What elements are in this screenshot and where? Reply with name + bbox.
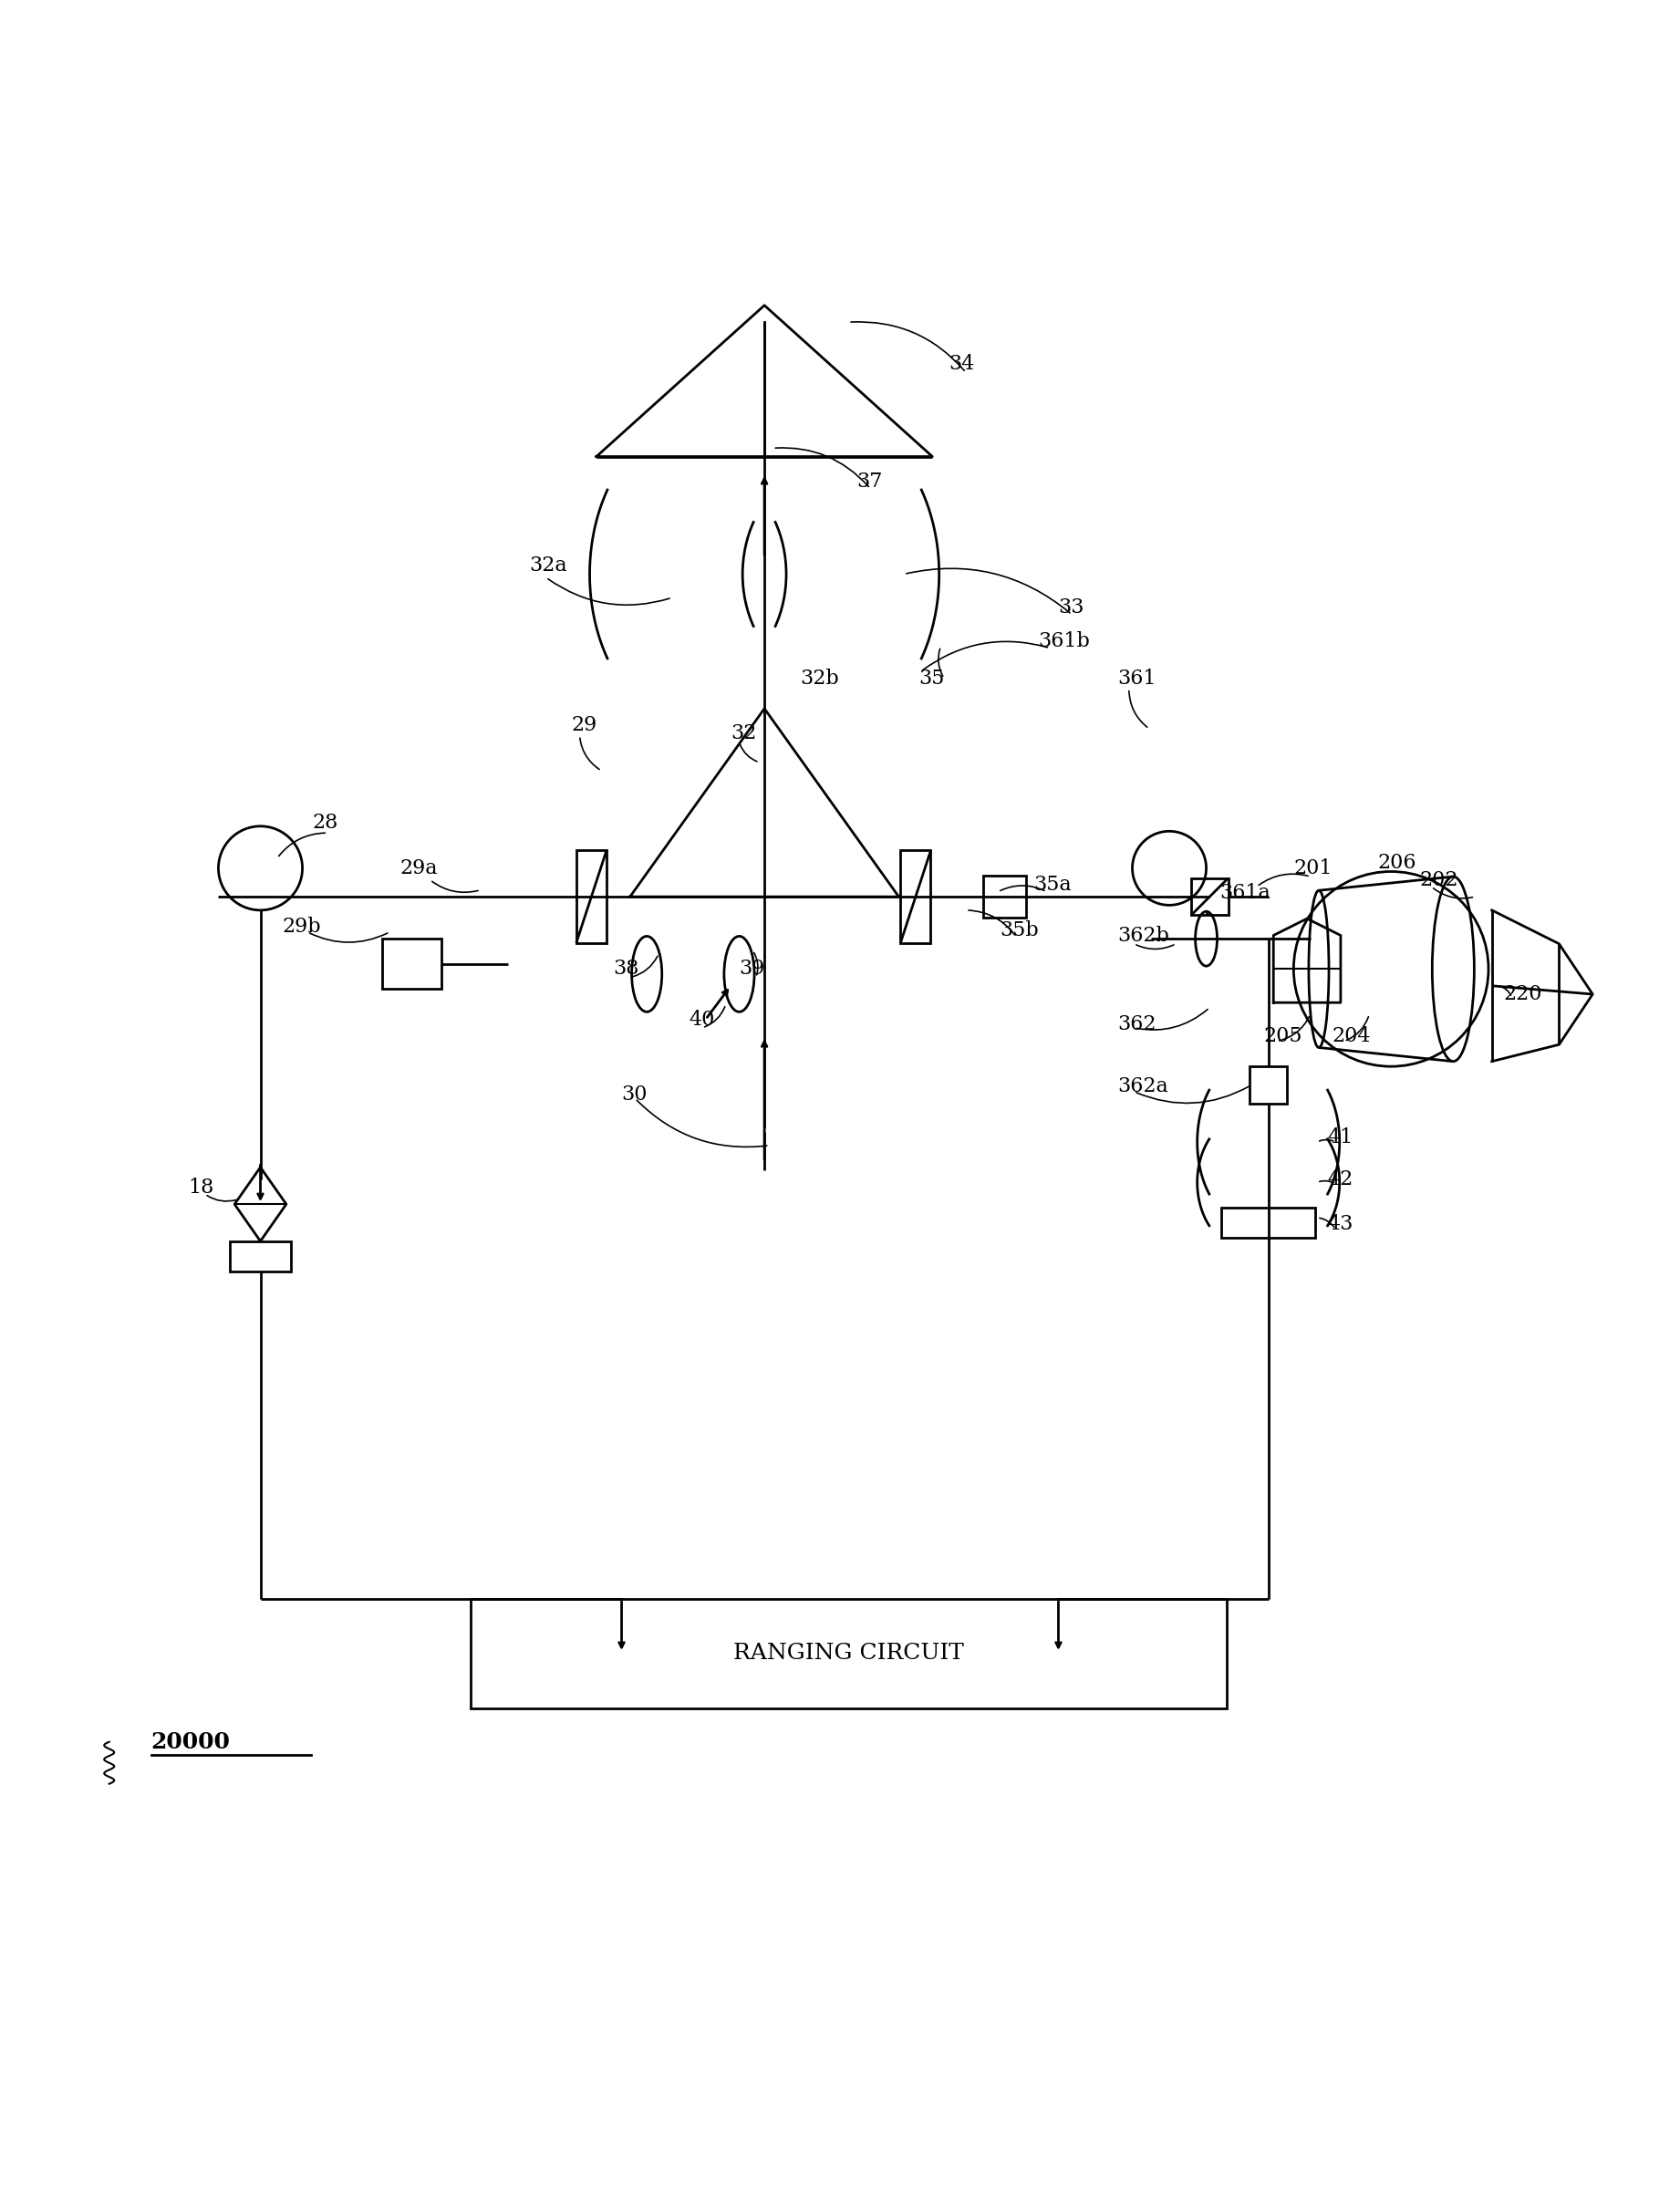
Text: 362b: 362b [1117, 926, 1169, 946]
Bar [900, 850, 931, 944]
Bar [1221, 1207, 1315, 1237]
Text: 362a: 362a [1117, 1077, 1168, 1097]
Text: 32a: 32a [529, 556, 568, 576]
Text: 32b: 32b [800, 668, 838, 688]
Bar [1250, 1067, 1287, 1104]
FancyBboxPatch shape [470, 1599, 1226, 1708]
Text: 39: 39 [739, 959, 764, 979]
Bar [230, 1242, 291, 1272]
Text: 361a: 361a [1220, 883, 1270, 904]
Text: 29b: 29b [282, 918, 321, 937]
Text: 38: 38 [613, 959, 638, 979]
Text: RANGING CIRCUIT: RANGING CIRCUIT [732, 1642, 964, 1662]
Text: 35: 35 [919, 668, 944, 688]
Bar [984, 876, 1025, 918]
Text: 40: 40 [689, 1010, 714, 1029]
Text: 35b: 35b [1000, 920, 1038, 940]
Text: 362: 362 [1117, 1014, 1156, 1034]
Text: 202: 202 [1420, 869, 1458, 889]
Text: 43: 43 [1327, 1213, 1352, 1235]
Text: 29: 29 [571, 716, 596, 736]
Text: 32: 32 [731, 723, 756, 745]
Bar [381, 940, 440, 990]
Text: 35a: 35a [1033, 876, 1072, 896]
Text: 41: 41 [1327, 1128, 1352, 1148]
Text: 201: 201 [1294, 858, 1332, 878]
Text: 206: 206 [1378, 854, 1416, 874]
Text: 33: 33 [1058, 598, 1084, 618]
Text: 37: 37 [857, 471, 882, 493]
Text: 42: 42 [1327, 1169, 1352, 1189]
Text: 29a: 29a [400, 858, 438, 878]
Text: 361b: 361b [1038, 631, 1090, 650]
Text: 18: 18 [188, 1178, 213, 1198]
Bar [1191, 878, 1228, 915]
Text: 205: 205 [1263, 1027, 1302, 1047]
Text: 28: 28 [312, 812, 338, 832]
Text: 361: 361 [1117, 668, 1156, 688]
Text: 204: 204 [1332, 1027, 1371, 1047]
Text: 20000: 20000 [151, 1730, 230, 1752]
Text: 220: 220 [1504, 983, 1542, 1005]
Text: 30: 30 [622, 1084, 647, 1106]
Bar [576, 850, 606, 944]
Text: 34: 34 [949, 355, 974, 374]
